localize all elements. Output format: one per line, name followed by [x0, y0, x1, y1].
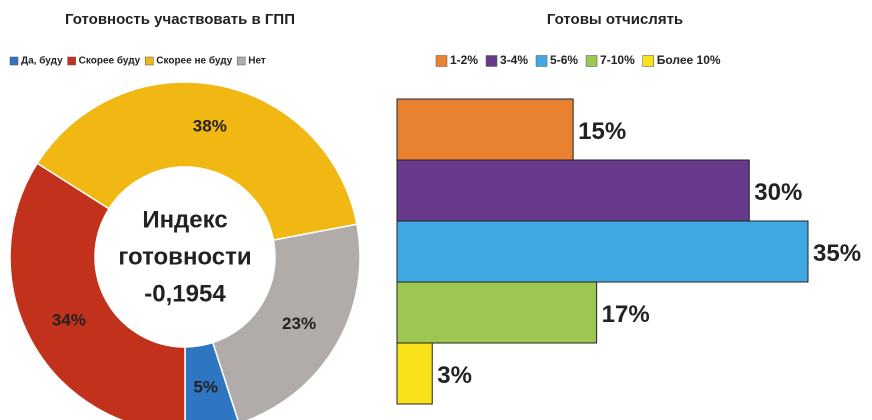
- data-label: 5%: [193, 377, 218, 396]
- chart-title: Готовность участвовать в ГПП: [65, 11, 295, 28]
- legend-swatch: [485, 55, 498, 67]
- legend-swatch: [435, 55, 448, 67]
- legend-swatch: [535, 55, 548, 67]
- legend-label: 1-2%: [450, 53, 478, 67]
- legend-label: 5-6%: [550, 53, 578, 67]
- legend-swatch: [642, 55, 654, 67]
- bar: [396, 342, 433, 405]
- center-text: Индекс: [142, 206, 227, 233]
- center-text: -0,1954: [144, 280, 226, 307]
- data-label: 35%: [813, 240, 861, 267]
- donut-segment: [36, 81, 358, 242]
- bar: [396, 281, 598, 344]
- legend-label: Скорее не буду: [156, 55, 232, 67]
- data-label: 3%: [437, 362, 472, 389]
- bar: [396, 220, 809, 283]
- legend-label: Да, буду: [21, 55, 63, 67]
- legend-swatch: [67, 56, 76, 66]
- data-label: 38%: [193, 116, 227, 135]
- legend-label: Скорее буду: [79, 55, 141, 67]
- legend-label: Нет: [248, 56, 266, 67]
- center-text: готовности: [118, 243, 251, 270]
- legend-swatch: [145, 56, 154, 66]
- chart-title: Готовы отчислять: [547, 11, 683, 28]
- data-label: 23%: [282, 314, 316, 333]
- data-label: 30%: [754, 179, 802, 206]
- legend-swatch: [9, 56, 19, 66]
- bar: [396, 159, 750, 222]
- legend-swatch: [236, 56, 246, 66]
- legend-label: Более 10%: [657, 53, 721, 67]
- data-label: 17%: [602, 301, 650, 328]
- data-label: 34%: [52, 310, 86, 329]
- legend-label: 7-10%: [600, 53, 635, 67]
- data-label: 15%: [578, 118, 626, 145]
- bar: [396, 98, 574, 161]
- legend-swatch: [585, 55, 598, 67]
- donut-hole: [95, 167, 275, 347]
- legend-label: 3-4%: [500, 53, 528, 67]
